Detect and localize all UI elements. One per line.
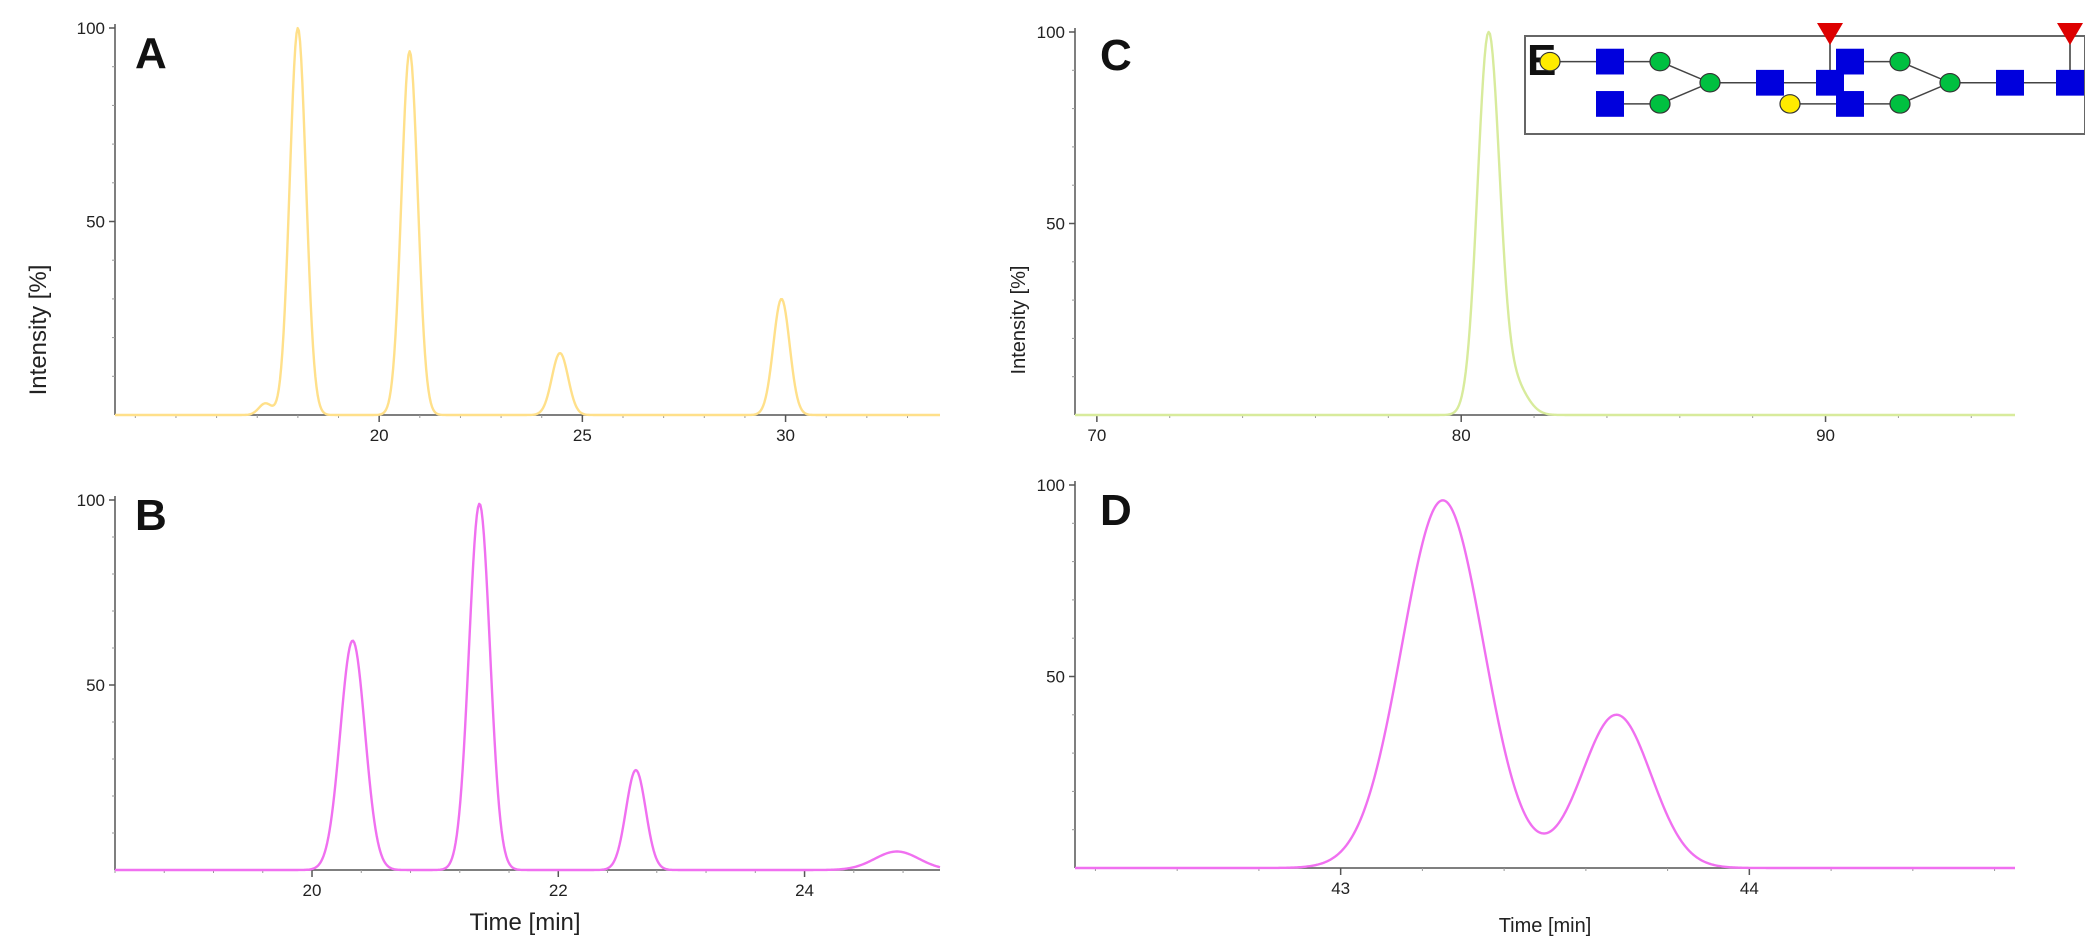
x-tick-label: 80 bbox=[1452, 426, 1471, 445]
x-tick-label: 30 bbox=[776, 426, 795, 445]
x-tick-label: 43 bbox=[1331, 879, 1350, 898]
y-tick-label: 50 bbox=[86, 676, 105, 695]
mannose-icon bbox=[1649, 94, 1671, 114]
x-tick-label: 22 bbox=[549, 881, 568, 900]
y-tick-label: 100 bbox=[1037, 476, 1065, 495]
glcnac-icon bbox=[1756, 69, 1784, 96]
panel-a: 20 25 30 50 100 A bbox=[77, 19, 941, 445]
glcnac-icon bbox=[1996, 69, 2024, 96]
panel-b: 20 22 24 50 100 B bbox=[77, 491, 941, 900]
panel-c: 70 80 90 50 100 C bbox=[1037, 23, 2015, 445]
glcnac-icon bbox=[1836, 48, 1864, 75]
y-tick-label: 50 bbox=[86, 213, 105, 232]
galactose-icon bbox=[1539, 51, 1561, 72]
y-tick-label: 50 bbox=[1046, 215, 1065, 234]
chromatogram-trace-c bbox=[1075, 30, 2015, 417]
galactose-icon bbox=[1779, 94, 1801, 114]
mannose-icon bbox=[1889, 51, 1911, 72]
panel-letter-d: D bbox=[1100, 486, 1132, 535]
y-tick-label: 100 bbox=[77, 491, 105, 510]
x-tick-label: 20 bbox=[370, 426, 389, 445]
y-axis-title-left: Intensity [%] bbox=[25, 265, 52, 396]
panel-d: 43 44 50 100 D bbox=[1037, 476, 2015, 898]
x-tick-label: 25 bbox=[573, 426, 592, 445]
y-axis-title-right: Intensity [%] bbox=[1008, 266, 1030, 375]
x-axis-title-left: Time [min] bbox=[469, 909, 580, 936]
y-tick-label: 100 bbox=[1037, 23, 1065, 42]
fucose-icon bbox=[2057, 22, 2083, 46]
glcnac-icon bbox=[1596, 91, 1624, 117]
mannose-icon bbox=[1889, 94, 1911, 114]
glcnac-icon bbox=[1596, 48, 1624, 75]
chromatogram-trace-d bbox=[1075, 499, 2015, 870]
glcnac-icon bbox=[2056, 69, 2084, 96]
chromatogram-trace-a bbox=[114, 26, 941, 417]
mannose-icon bbox=[1939, 73, 1961, 93]
chromatogram-trace-b bbox=[114, 502, 941, 872]
panel-letter-c: C bbox=[1100, 31, 1132, 80]
x-tick-label: 24 bbox=[795, 881, 814, 900]
x-tick-label: 70 bbox=[1087, 426, 1106, 445]
x-tick-label: 44 bbox=[1740, 879, 1759, 898]
mannose-icon bbox=[1699, 73, 1721, 93]
panel-letter-a: A bbox=[135, 29, 167, 78]
glcnac-icon bbox=[1836, 91, 1864, 117]
glycan-inset: E bbox=[1524, 22, 2085, 135]
y-tick-label: 100 bbox=[77, 19, 105, 38]
glycan-structure-upper-galactose bbox=[1539, 22, 1844, 117]
y-tick-label: 50 bbox=[1046, 668, 1065, 687]
x-axis-title-right: Time [min] bbox=[1499, 915, 1592, 937]
glycan-structure-lower-galactose bbox=[1779, 22, 2084, 117]
x-tick-label: 90 bbox=[1816, 426, 1835, 445]
x-tick-label: 20 bbox=[303, 881, 322, 900]
panel-letter-b: B bbox=[135, 491, 167, 540]
fucose-icon bbox=[1817, 22, 1843, 46]
mannose-icon bbox=[1649, 51, 1671, 72]
